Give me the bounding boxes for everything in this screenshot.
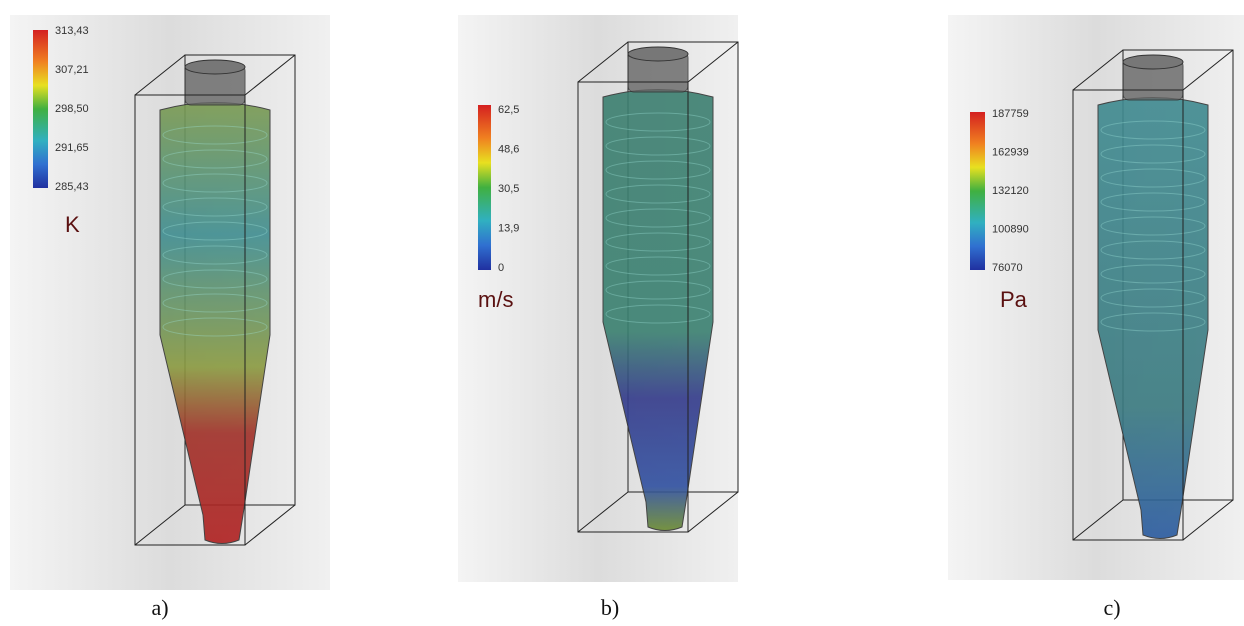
colorbar [33,30,48,188]
colorbar-label: 291,65 [55,142,89,154]
colorbar-label: 132120 [992,185,1029,197]
caption: a) [151,595,168,620]
colorbar [478,105,491,270]
figure: K m/s Pa a) b) c) 313,43 307,21 298,50 291,… [0,0,1244,626]
colorbar-label: 285,43 [55,181,89,193]
colorbar-unit: Pa [1000,287,1028,312]
cyclone-top [1123,55,1183,69]
colorbar-unit: K [65,212,80,237]
colorbar-label: 0 [498,262,504,274]
colorbar-label: 13,9 [498,222,519,234]
colorbar-label: 62,5 [498,104,519,116]
colorbar-label: 187759 [992,108,1029,120]
colorbar-label: 100890 [992,223,1029,235]
colorbar-label: 298,50 [55,103,89,115]
colorbar-label: 162939 [992,146,1029,158]
colorbar-unit: m/s [478,287,513,312]
colorbar-label: 313,43 [55,25,89,37]
caption: c) [1103,595,1120,620]
cyclone-top [185,60,245,74]
colorbar-label: 48,6 [498,143,519,155]
colorbar [970,112,985,270]
colorbar-label: 30,5 [498,183,519,195]
colorbar-label: 307,21 [55,64,89,76]
colorbar-label: 76070 [992,262,1023,274]
caption: b) [601,595,619,620]
cyclone-top [628,47,688,61]
